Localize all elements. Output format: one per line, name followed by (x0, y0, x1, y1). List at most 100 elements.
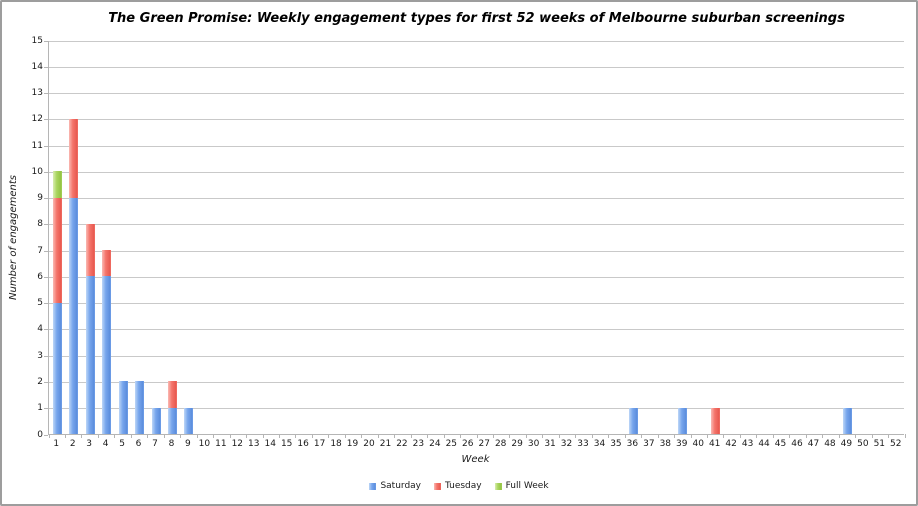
x-tick-mark (706, 434, 708, 438)
y-tick-mark (44, 355, 48, 357)
x-tick-mark (871, 434, 873, 438)
x-tick-label: 25 (445, 439, 458, 449)
x-tick-label: 9 (185, 439, 191, 449)
y-tick-mark (44, 198, 48, 200)
x-tick-mark (361, 434, 363, 438)
y-tick-label: 5 (37, 298, 43, 309)
x-tick-mark (48, 434, 50, 438)
legend-swatch-icon (369, 482, 377, 490)
x-tick-label: 3 (86, 439, 92, 449)
legend-item-full-week: Full Week (494, 481, 549, 491)
x-tick-label: 21 (379, 439, 392, 449)
x-tick-label: 23 (412, 439, 425, 449)
x-tick-mark (344, 434, 346, 438)
gridline (49, 198, 904, 200)
x-tick-label: 31 (544, 439, 556, 449)
x-tick-label: 45 (774, 439, 787, 449)
x-tick-label: 4 (102, 439, 109, 449)
x-tick-label: 40 (692, 439, 704, 449)
x-tick-mark (130, 434, 132, 438)
x-axis-title: Week (461, 454, 490, 465)
y-tick-label: 11 (31, 140, 43, 151)
x-tick-mark (575, 434, 577, 438)
x-tick-label: 47 (807, 439, 820, 449)
y-tick-mark (44, 381, 48, 383)
bar-segment-saturday-week-8 (167, 407, 177, 434)
bar-segment-tuesday-week-4 (102, 250, 112, 277)
y-tick-label: 7 (37, 245, 43, 256)
x-tick-label: 1 (53, 439, 60, 449)
x-tick-mark (81, 434, 83, 438)
x-tick-mark (608, 434, 610, 438)
legend-item-tuesday: Tuesday (434, 481, 482, 491)
y-tick-label: 15 (31, 35, 43, 46)
x-tick-mark (904, 434, 906, 438)
y-tick-label: 12 (31, 114, 43, 125)
x-tick-mark (723, 434, 725, 438)
x-tick-mark (246, 434, 248, 438)
bar-segment-saturday-week-1 (52, 302, 62, 434)
x-tick-mark (295, 434, 297, 438)
y-tick-label: 8 (37, 219, 43, 230)
x-tick-label: 51 (873, 439, 886, 449)
gridline (49, 66, 904, 68)
plot-area (44, 40, 906, 438)
x-tick-mark (229, 434, 231, 438)
y-tick-label: 13 (31, 88, 43, 99)
x-tick-mark (97, 434, 99, 438)
x-tick-mark (674, 434, 676, 438)
legend-item-saturday: Saturday (369, 481, 421, 491)
x-tick-label: 10 (198, 439, 211, 449)
x-tick-mark (278, 434, 280, 438)
x-tick-label: 42 (725, 439, 737, 449)
y-tick-mark (44, 40, 48, 42)
x-tick-label: 11 (215, 439, 227, 449)
y-tick-mark (44, 408, 48, 410)
x-tick-label: 33 (577, 439, 589, 449)
gridline (49, 276, 904, 278)
y-tick-label: 3 (37, 350, 43, 361)
x-tick-label: 26 (462, 439, 474, 449)
y-tick-mark (44, 171, 48, 173)
x-tick-label: 39 (676, 439, 688, 449)
y-tick-mark (44, 303, 48, 305)
x-tick-mark (624, 434, 626, 438)
x-tick-label: 24 (429, 439, 441, 449)
x-tick-label: 36 (626, 439, 639, 449)
x-tick-mark (311, 434, 313, 438)
x-tick-mark (476, 434, 478, 438)
x-tick-label: 2 (69, 439, 76, 449)
gridline (49, 224, 904, 226)
x-tick-label: 41 (708, 439, 721, 449)
y-axis-labels: 0 1 2 3 4 5 6 7 8 9 10 11 12 13 14 15 (2, 36, 43, 440)
gridline (49, 381, 904, 383)
gridline (49, 250, 904, 252)
x-tick-mark (525, 434, 527, 438)
legend-label: Saturday (380, 481, 421, 491)
y-tick-label: 6 (37, 271, 43, 282)
gridline (49, 119, 904, 121)
bar-segment-tuesday-week-2 (69, 118, 79, 198)
x-tick-mark (558, 434, 560, 438)
x-tick-label: 22 (396, 439, 408, 449)
x-tick-label: 16 (297, 439, 309, 449)
x-tick-label: 19 (346, 439, 359, 449)
y-tick-mark (44, 119, 48, 121)
x-tick-mark (147, 434, 149, 438)
bar-segment-saturday-week-5 (118, 381, 128, 434)
y-tick-mark (44, 66, 48, 68)
gridline (49, 355, 904, 357)
x-axis-labels: 1 2 3 4 5 6 7 8 9 10 11 12 13 14 15 16 17 18 19 20 21 22 23 24 2… (48, 439, 903, 451)
y-tick-label: 4 (37, 324, 43, 335)
x-tick-mark (805, 434, 807, 438)
x-tick-mark (509, 434, 511, 438)
bar-segment-saturday-week-49 (842, 407, 852, 434)
x-tick-mark (822, 434, 824, 438)
x-tick-label: 6 (135, 439, 142, 449)
x-tick-label: 32 (560, 439, 573, 449)
x-tick-label: 37 (643, 439, 655, 449)
x-tick-label: 30 (527, 439, 540, 449)
bar-segment-saturday-week-2 (69, 197, 79, 434)
legend-label: Tuesday (445, 481, 482, 491)
